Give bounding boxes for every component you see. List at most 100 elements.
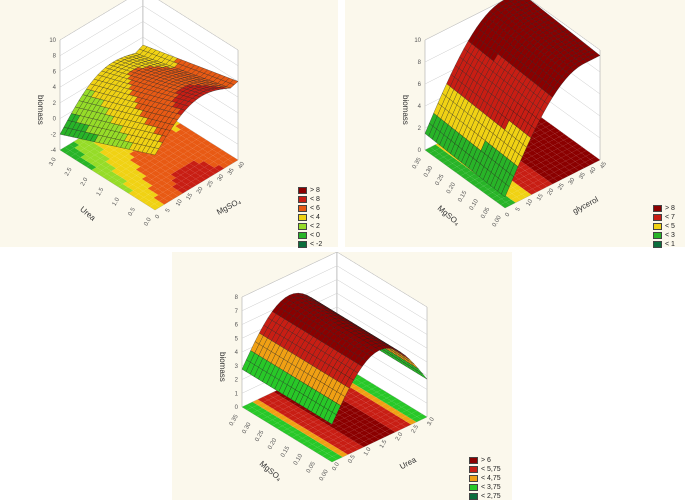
floor-cell [110,156,120,163]
floor-cell [124,153,135,160]
floor-cell [135,160,146,167]
x-tick-label: 0.0 [332,461,342,472]
floor-cell [117,177,128,184]
floor-cell [361,391,372,397]
y-tick-label: 0.05 [306,461,317,475]
floor-cell [198,155,209,162]
floor-cell [359,430,370,436]
floor-cell [172,138,182,145]
floor-cell [526,188,537,195]
floor-cell [356,382,367,389]
floor-cell [520,164,531,171]
floor-cell [200,173,211,180]
floor-cell [287,426,298,432]
floor-cell [536,156,547,163]
floor-cell [228,156,238,163]
floor-cell [585,153,596,160]
floor-cell [344,415,355,422]
legend-item: < 8 [298,195,322,204]
legend-label: < 3,75 [481,484,501,491]
floor-cell [442,160,453,167]
floor-cell [561,149,572,156]
floor-cell [176,175,186,182]
floor-cell [154,201,165,208]
x-tick-label: 10 [526,198,535,207]
y-tick-label: 1.0 [112,196,122,207]
floor-cell [396,407,407,413]
floor-cell [89,142,99,149]
z-tick-label: 0 [53,117,57,123]
floor-cell [364,433,375,439]
floor-cell [283,395,294,402]
floor-cell [104,146,115,153]
floor-cell [360,402,371,409]
floor-cell [546,151,557,158]
surface-plot-2: 0510152025303540450.000.050.100.150.200.… [401,0,608,228]
floor-cell [102,173,113,180]
floor-cell [283,401,294,407]
x-tick-label: 35 [578,171,587,180]
surface-cell [501,183,510,198]
floor-cell [268,392,279,398]
floor-cell [375,422,386,429]
floor-cell [533,174,544,181]
floor-cell [185,169,196,176]
floor-cell [85,157,96,164]
floor-cell [247,407,258,414]
floor-cell [386,406,397,413]
floor-cell [150,164,161,171]
floor-cell [333,437,344,443]
floor-cell [547,145,558,152]
floor-cell [334,415,345,421]
floor-cell [548,172,559,179]
x-tick-label: 40 [238,161,247,170]
floor-cell [364,427,375,434]
floor-cell [318,417,329,423]
floor-cell [434,147,445,154]
floor-cell [178,147,188,154]
floor-cell [123,187,134,194]
floor-cell [166,135,177,142]
floor-cell [339,407,351,413]
floor-cell [465,170,476,177]
floor-cell [312,430,324,437]
floor-cell [456,169,466,176]
z-tick-label: 3 [235,364,239,370]
floor-cell [173,150,184,157]
floor-cell [100,161,111,168]
floor-cell [543,174,554,181]
floor-cell [163,195,174,202]
floor-cell [137,185,148,192]
floor-cell [386,395,397,402]
floor-cell [356,388,367,394]
legend-item: > 6 [469,456,501,465]
floor-cell [580,156,591,163]
floor-cell [348,435,359,441]
floor-cell [575,158,585,165]
surface-mesh [241,292,428,425]
floor-cell [354,421,365,428]
floor-cell [550,127,560,134]
floor-cell [350,396,361,402]
floor-cell [511,196,521,203]
floor-cell [532,186,542,192]
floor-cell [131,169,142,176]
z-axis-title: biomass [218,352,227,382]
floor-cell [576,147,587,153]
floor-cell [154,155,165,162]
legend-label: < 4 [310,214,320,221]
floor-cell [308,422,319,428]
floor-cell [154,161,165,168]
floor-cell [272,417,283,423]
floor-cell [365,411,376,417]
floor-cell [130,163,141,170]
x-tick-label: 20 [196,186,205,195]
floor-cell [70,153,81,160]
legend-2: > 8 < 7 < 5 < 3 < 1 [653,204,675,249]
legend-item: < 7 [653,213,675,222]
floor-cell [129,157,140,164]
legend-label: < -2 [310,241,323,248]
floor-cell [134,154,145,161]
floor-cell [81,160,91,167]
floor-cell [184,163,195,170]
